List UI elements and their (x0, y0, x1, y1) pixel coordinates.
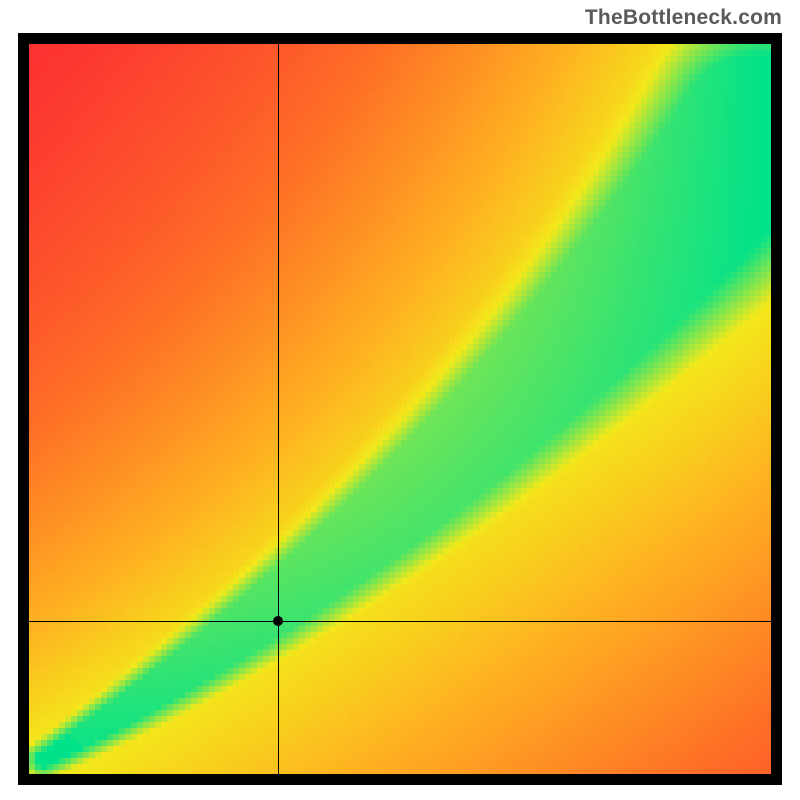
crosshair-marker-dot (273, 616, 283, 626)
watermark-text: TheBottleneck.com (585, 6, 782, 30)
heatmap-canvas (29, 44, 771, 774)
chart-container: TheBottleneck.com (0, 0, 800, 800)
crosshair-vertical (278, 44, 279, 774)
crosshair-horizontal (29, 621, 771, 622)
